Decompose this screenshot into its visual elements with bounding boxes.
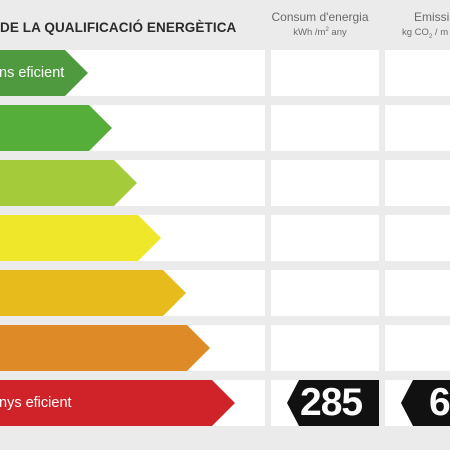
band-arrow-3 — [0, 160, 137, 206]
consum-cell — [271, 270, 379, 316]
emissions-rating-badge: 6 — [401, 380, 450, 426]
consum-cell — [271, 50, 379, 96]
emissions-cell — [385, 270, 450, 316]
band-label: ns eficient — [0, 65, 65, 81]
emissions-cell — [385, 325, 450, 371]
consum-cell — [271, 325, 379, 371]
emissions-cell — [385, 215, 450, 261]
emissions-header-label: Emissio — [414, 10, 450, 24]
emissions-cell — [385, 50, 450, 96]
consum-header: Consum d'energia kWh /m2 any — [270, 10, 370, 38]
band-label: nys eficient — [0, 395, 72, 411]
band-arrow-1: ns eficient — [0, 50, 88, 96]
consum-rating-badge: 285 — [287, 380, 379, 426]
emissions-cell — [385, 160, 450, 206]
band-arrow-5 — [0, 270, 186, 316]
consum-header-unit: kWh /m2 any — [293, 27, 347, 39]
band-arrow-2 — [0, 105, 112, 151]
emissions-cell — [385, 105, 450, 151]
emissions-header: Emissio kg CO2 / m — [400, 10, 450, 40]
label-title: DE LA QUALIFICACIÓ ENERGÈTICA — [0, 20, 237, 35]
emissions-rating-value: 6 — [429, 381, 450, 424]
band-arrow-4 — [0, 215, 161, 261]
consum-cell — [271, 215, 379, 261]
band-arrow-7: nys eficient — [0, 380, 235, 426]
consum-cell — [271, 105, 379, 151]
consum-header-label: Consum d'energia — [271, 10, 369, 24]
consum-rating-value: 285 — [300, 381, 363, 424]
emissions-header-unit: kg CO2 / m — [402, 27, 449, 40]
consum-cell — [271, 160, 379, 206]
band-arrow-6 — [0, 325, 210, 371]
